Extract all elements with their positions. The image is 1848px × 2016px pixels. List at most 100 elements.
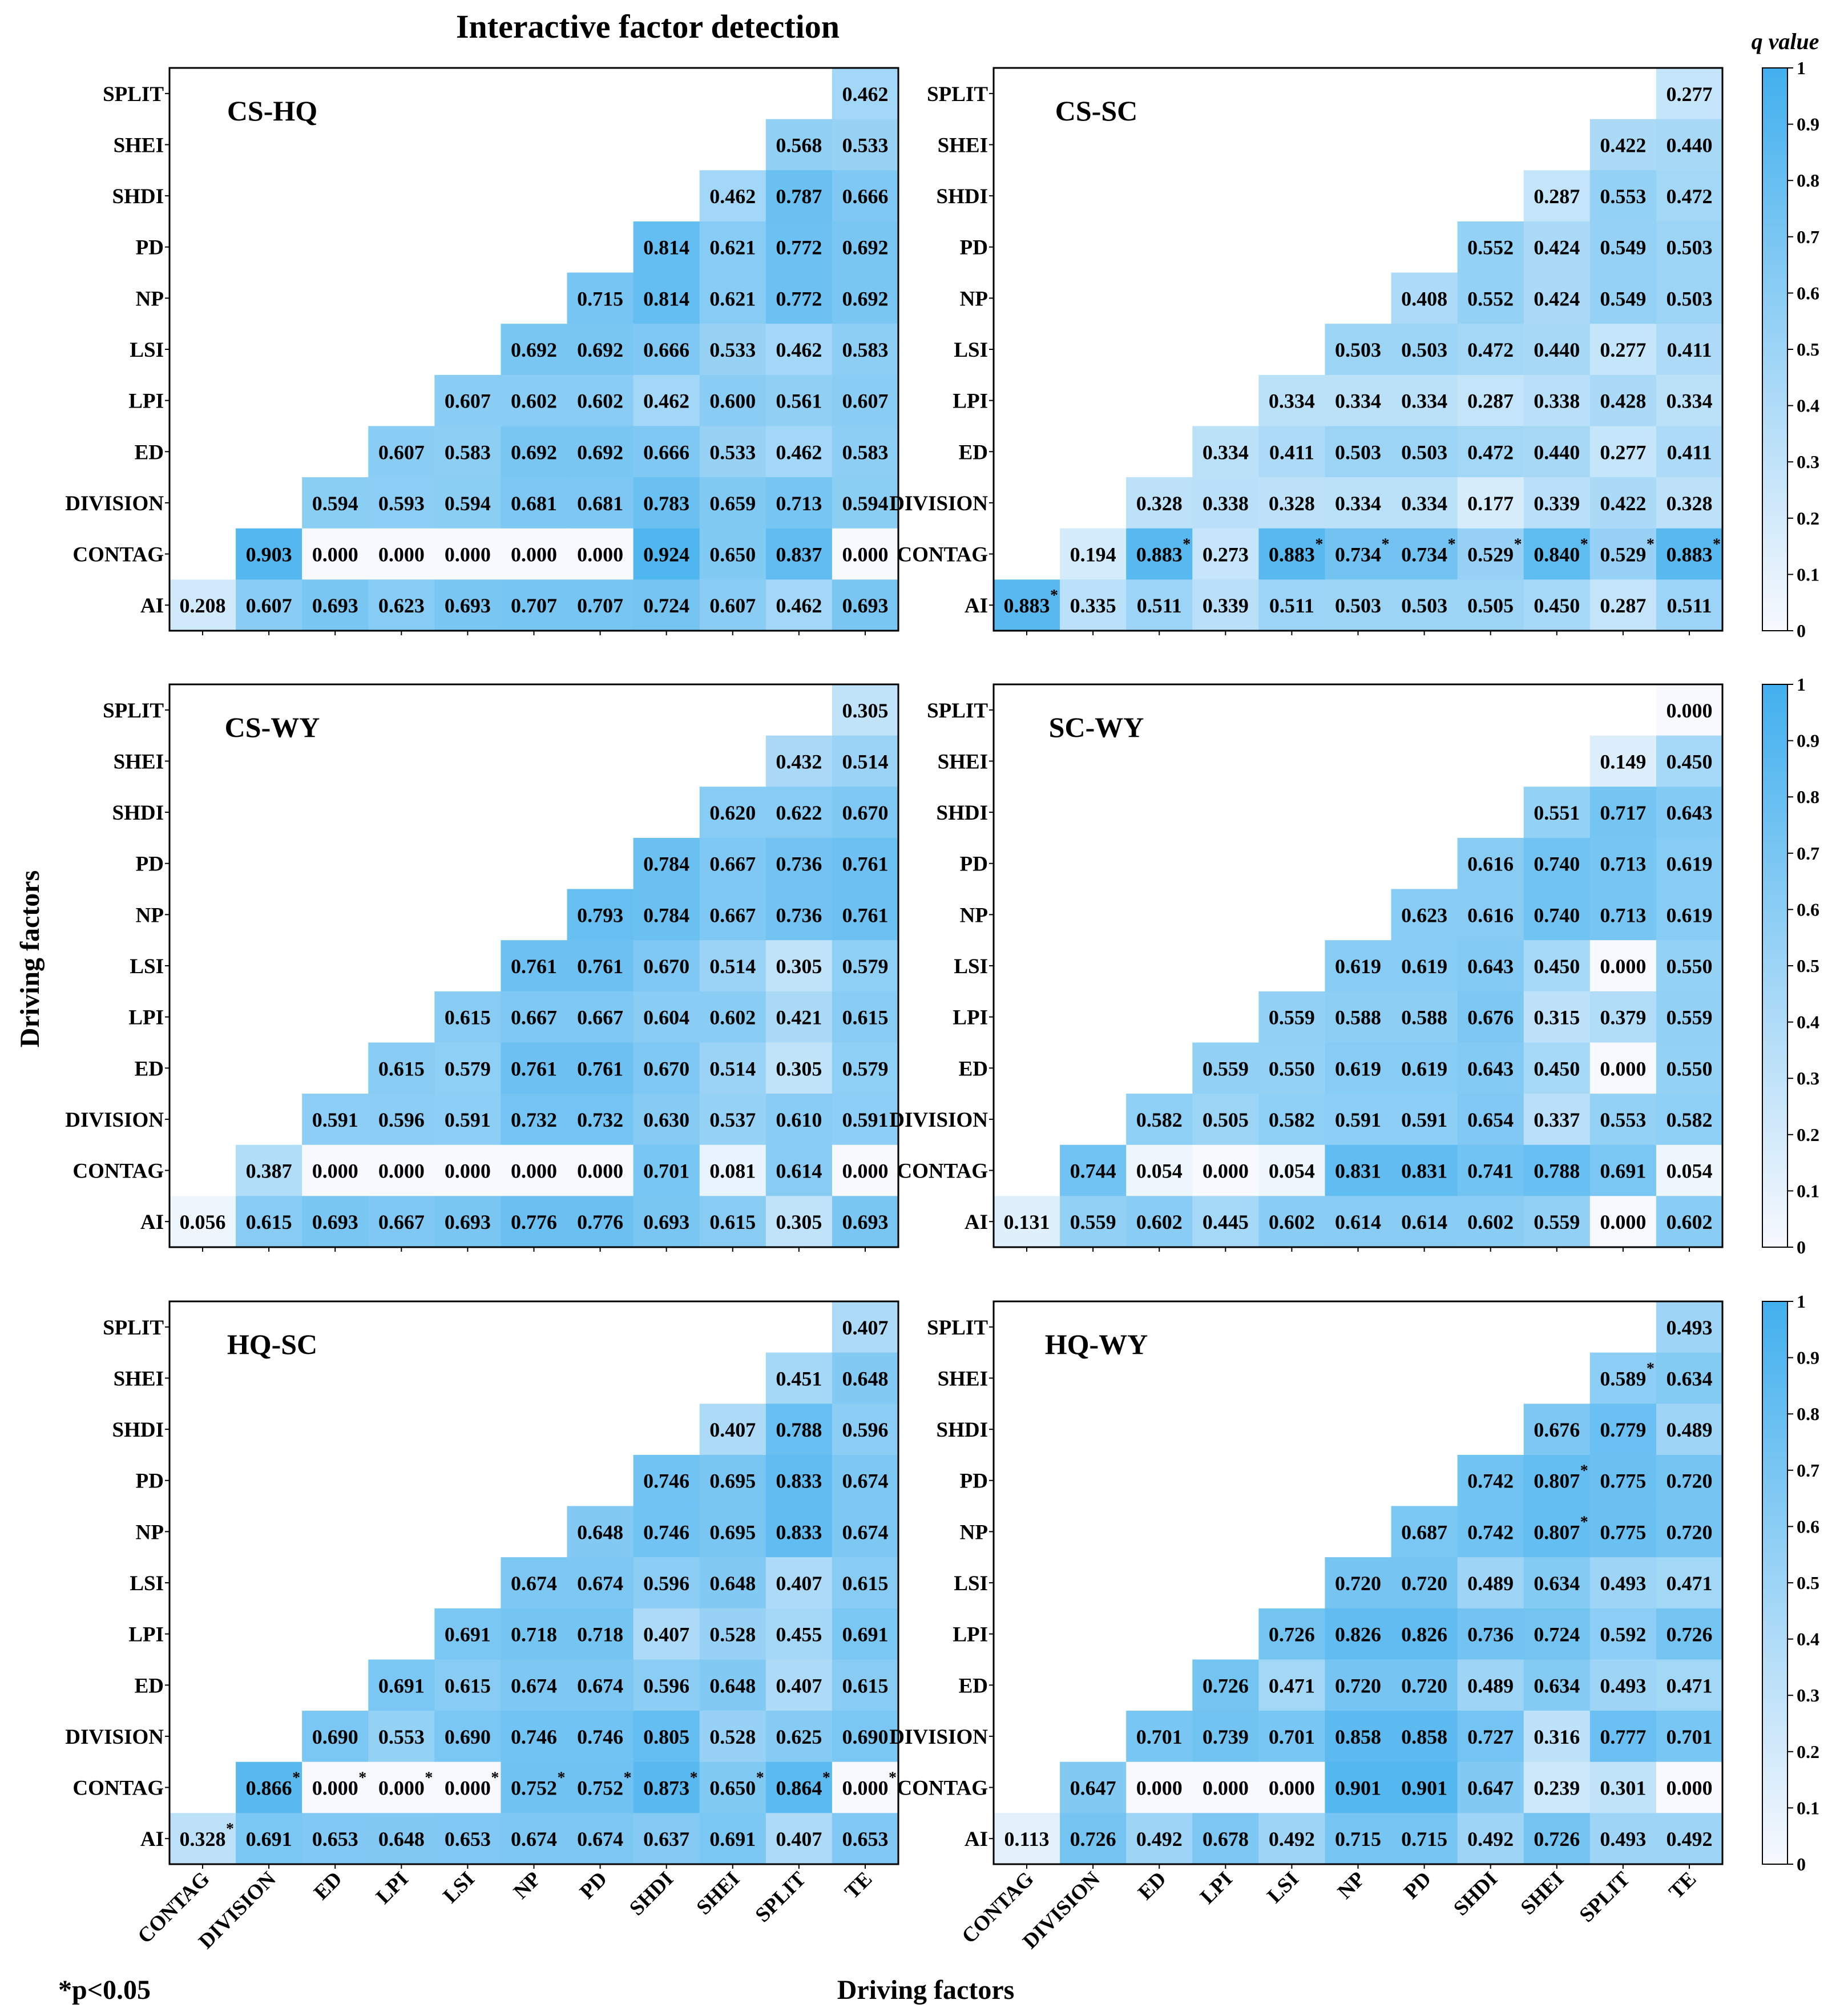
heatmap-cell [302, 1761, 369, 1813]
heatmap-cell [832, 1094, 899, 1146]
cell-value-label: 0.000 [1600, 955, 1646, 978]
cell-value-label: 0.622 [776, 801, 822, 824]
cell-value-label: 0.621 [709, 287, 756, 310]
cell-value-label: 0.407 [776, 1828, 822, 1850]
cell-value-label: 0.594 [312, 492, 358, 515]
heatmap-cell [765, 426, 833, 478]
cell-value-label: 0.619 [1401, 955, 1447, 978]
cell-value-label: 0.788 [1534, 1160, 1580, 1183]
heatmap-cell [832, 735, 899, 787]
heatmap-cell [501, 1659, 568, 1711]
cell-value-label: 0.503 [1401, 441, 1447, 463]
y-tick-label: CONTAG [72, 543, 164, 567]
heatmap-cell [832, 991, 899, 1043]
cell-value-label: 0.334 [1666, 390, 1712, 413]
cell-value-label: 0.287 [1467, 390, 1514, 413]
heatmap-cell [434, 477, 502, 529]
heatmap-cell [1258, 374, 1326, 427]
cell-value-label: 0.000 [445, 1160, 491, 1183]
heatmap-cell [1192, 1042, 1259, 1094]
cell-value-label: 0.553 [1600, 1108, 1646, 1131]
cell-value-label: 0.746 [511, 1725, 557, 1748]
cell-value-label: 0.462 [776, 338, 822, 361]
colorbar-tick-label: 0.3 [1797, 1685, 1819, 1705]
heatmap-cell [236, 579, 302, 631]
cell-value-label: 0.826 [1335, 1623, 1381, 1646]
heatmap-cell [501, 426, 568, 478]
heatmap-cell [1391, 528, 1458, 580]
heatmap-cell [434, 1196, 502, 1248]
cell-value-label: 0.337 [1534, 1108, 1580, 1131]
heatmap-cell [567, 1094, 634, 1146]
y-tick-label: CONTAG [897, 1777, 988, 1800]
cell-value-label: 0.692 [842, 287, 888, 310]
colorbar-2: 1 0.9 0.8 0.7 0.6 0.5 0.4 0.3 0.2 0.1 0 [1762, 674, 1819, 1257]
heatmap-cell [1656, 272, 1723, 324]
heatmap-cell [1656, 787, 1723, 838]
significance-note: *p<0.05 [58, 1975, 151, 2005]
heatmap-cell [434, 1761, 502, 1813]
heatmap-cell [765, 477, 833, 529]
colorbar-tick-label: 0.9 [1797, 114, 1819, 135]
cell-value-label: 0.883 [1136, 543, 1183, 566]
heatmap-cell [699, 1094, 766, 1146]
cell-value-label: 0.579 [445, 1057, 491, 1080]
heatmap-cell [633, 940, 700, 992]
heatmap-cell [1325, 1608, 1392, 1660]
heatmap-cell [1391, 1506, 1458, 1558]
colorbar-tick-label: 0.3 [1797, 1068, 1819, 1088]
heatmap-cell [1391, 374, 1458, 427]
cell-value-label: 0.814 [643, 287, 689, 310]
heatmap-cell [633, 1196, 700, 1248]
heatmap-cell [501, 940, 568, 992]
heatmap-cell [832, 221, 899, 273]
heatmap-cell [1656, 1042, 1723, 1094]
cell-value-label: 0.713 [776, 492, 822, 515]
cell-value-label: 0.648 [577, 1521, 623, 1543]
heatmap-cell [1258, 1042, 1326, 1094]
heatmap-panels: 0.462 0.568 0.533 0.462 0.787 0.666 0.814 0.621… [65, 67, 1724, 1953]
y-tick-label: ED [959, 1674, 988, 1698]
cell-value-label: 0.746 [643, 1521, 689, 1543]
cell-value-label: 0.582 [1269, 1108, 1315, 1131]
cell-value-label: 0.503 [1666, 236, 1712, 259]
y-tick-label: LPI [953, 1006, 988, 1030]
heatmap-cell [1126, 1761, 1193, 1813]
y-tick-label: DIVISION [65, 492, 164, 515]
heatmap-cell [633, 1094, 700, 1146]
cell-value-label: 0.492 [1136, 1828, 1183, 1850]
cell-value-label: 0.623 [378, 594, 425, 617]
cell-value-label: 0.616 [1467, 904, 1514, 926]
heatmap-cell [1523, 528, 1591, 580]
cell-value-label: 0.715 [577, 287, 623, 310]
heatmap-cell [1656, 528, 1723, 580]
heatmap-cell [1523, 940, 1591, 992]
cell-value-label: 0.000 [378, 543, 425, 566]
heatmap-cell [633, 1608, 700, 1660]
cell-value-label: 0.440 [1534, 441, 1580, 463]
cell-value-label: 0.503 [1335, 594, 1381, 617]
cell-value-label: 0.693 [312, 1211, 358, 1233]
colorbar-tick-label: 0.7 [1797, 1460, 1819, 1481]
heatmap-cell [501, 1094, 568, 1146]
heatmap-cell [633, 477, 700, 529]
heatmap-cell [1656, 1813, 1723, 1865]
cell-value-label: 0.648 [709, 1572, 756, 1595]
heatmap-cell [1656, 940, 1723, 992]
cell-value-label: 0.591 [1401, 1108, 1447, 1131]
cell-value-label: 0.602 [1136, 1211, 1183, 1233]
heatmap-cell [633, 528, 700, 580]
panel-cs-hq: 0.462 0.568 0.533 0.462 0.787 0.666 0.814 0.621… [65, 67, 899, 635]
heatmap-cell [1656, 1506, 1723, 1558]
heatmap-cell [765, 1094, 833, 1146]
heatmap-cell [1656, 1196, 1723, 1248]
cell-value-label: 0.901 [1401, 1777, 1447, 1800]
cell-value-label: 0.273 [1203, 543, 1249, 566]
y-tick-label: CONTAG [897, 543, 988, 567]
heatmap-cell [368, 1094, 435, 1146]
cell-value-label: 0.551 [1534, 801, 1580, 824]
colorbar-tick-label: 0.8 [1797, 787, 1819, 807]
heatmap-cell [1589, 1557, 1657, 1609]
cell-value-label: 0.113 [1004, 1828, 1050, 1850]
heatmap-cell [567, 991, 634, 1043]
